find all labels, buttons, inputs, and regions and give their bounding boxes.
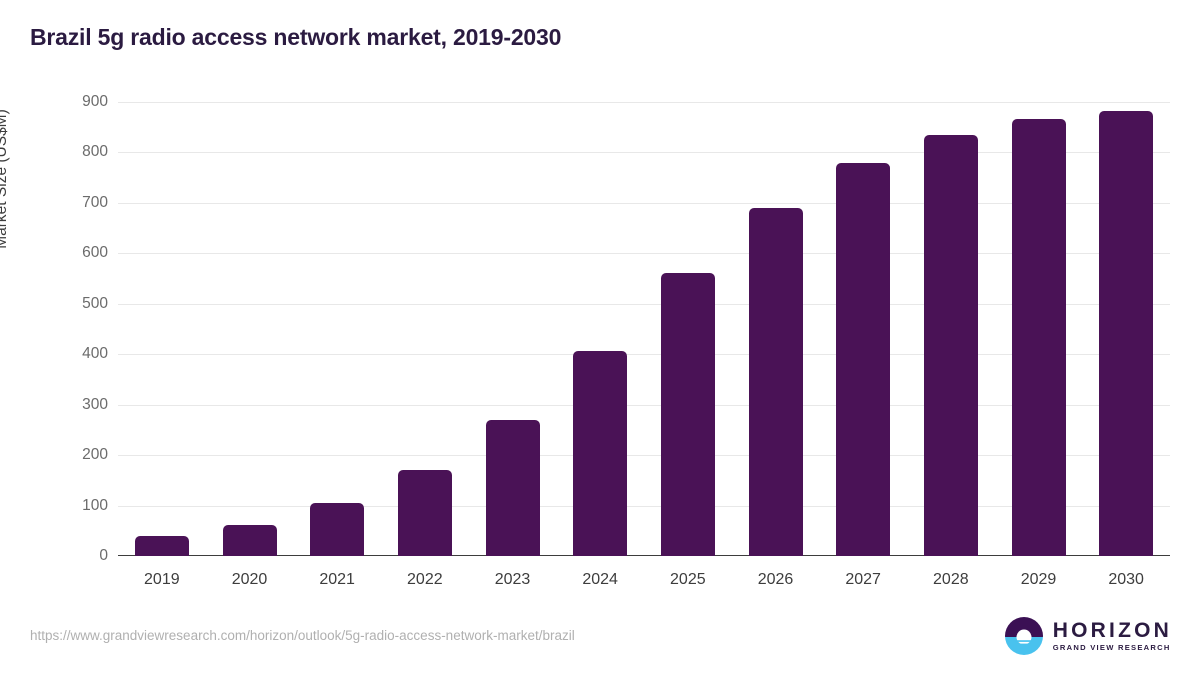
bar-2026[interactable]	[748, 207, 803, 556]
x-tick-label: 2025	[670, 571, 706, 588]
x-axis-tick-labels: 2019 2020 2021 2022 2023 2024 2025 2026 2027 2028…	[118, 566, 1170, 600]
bar-2021[interactable]	[310, 503, 365, 556]
x-tick-label: 2023	[494, 571, 531, 588]
horizon-logo-text: HORIZON GRAND VIEW RESEARCH	[1053, 620, 1172, 652]
x-tick-label: 2020	[231, 571, 268, 588]
bar-2022[interactable]	[397, 470, 452, 556]
x-tick-label: 2026	[757, 571, 794, 588]
y-tick-label: 900	[82, 93, 108, 110]
y-tick-label: 200	[82, 446, 108, 464]
x-tick-label: 2019	[144, 571, 180, 588]
bar-2027[interactable]	[836, 163, 891, 556]
bar-2025[interactable]	[660, 273, 715, 556]
grid-line	[118, 253, 1170, 255]
x-tick-label: 2030	[1108, 571, 1144, 588]
grid-line	[118, 303, 1170, 305]
grid-line	[118, 152, 1170, 154]
source-url[interactable]: https://www.grandviewresearch.com/horizo…	[30, 628, 575, 643]
y-axis-tick-labels: 0 100 200 300 400 500 600 700 800 900	[0, 0, 108, 675]
x-tick-label: 2022	[407, 571, 443, 588]
x-tick-label: 2024	[582, 571, 618, 588]
y-tick-label: 700	[82, 193, 108, 211]
x-tick-label: 2027	[845, 571, 881, 588]
x-tick-label: 2028	[933, 571, 969, 588]
bar-2020[interactable]	[222, 524, 277, 556]
y-tick-label: 100	[82, 496, 108, 514]
grid-line	[118, 505, 1170, 507]
y-tick-label: 300	[82, 395, 108, 413]
page-title: Brazil 5g radio access network market, 2…	[30, 24, 562, 50]
bar-2019[interactable]	[134, 536, 189, 556]
logo-wordmark: HORIZON	[1052, 619, 1172, 643]
grid-lines	[118, 102, 1170, 556]
bar-2028[interactable]	[923, 135, 978, 556]
y-tick-label: 0	[99, 547, 108, 564]
y-tick-label: 600	[82, 244, 108, 262]
grid-line	[118, 455, 1170, 457]
bar-series	[118, 102, 1170, 556]
bar-2029[interactable]	[1011, 119, 1066, 556]
horizon-logo: HORIZON GRAND VIEW RESEARCH	[1004, 616, 1172, 656]
logo-tagline: GRAND VIEW RESEARCH	[1052, 643, 1171, 653]
horizon-logo-icon	[1004, 616, 1044, 656]
bar-2024[interactable]	[573, 350, 628, 556]
bar-2023[interactable]	[485, 419, 540, 556]
grid-line	[118, 102, 1170, 103]
x-tick-label: 2029	[1020, 571, 1057, 588]
y-tick-label: 400	[82, 345, 108, 363]
grid-line	[118, 404, 1170, 406]
grid-line	[118, 354, 1170, 356]
x-axis-line	[118, 554, 1170, 556]
bar-2030[interactable]	[1099, 110, 1154, 556]
grid-line	[118, 202, 1170, 204]
y-tick-label: 500	[82, 294, 108, 312]
x-tick-label: 2021	[319, 571, 355, 588]
y-tick-label: 800	[82, 143, 108, 161]
